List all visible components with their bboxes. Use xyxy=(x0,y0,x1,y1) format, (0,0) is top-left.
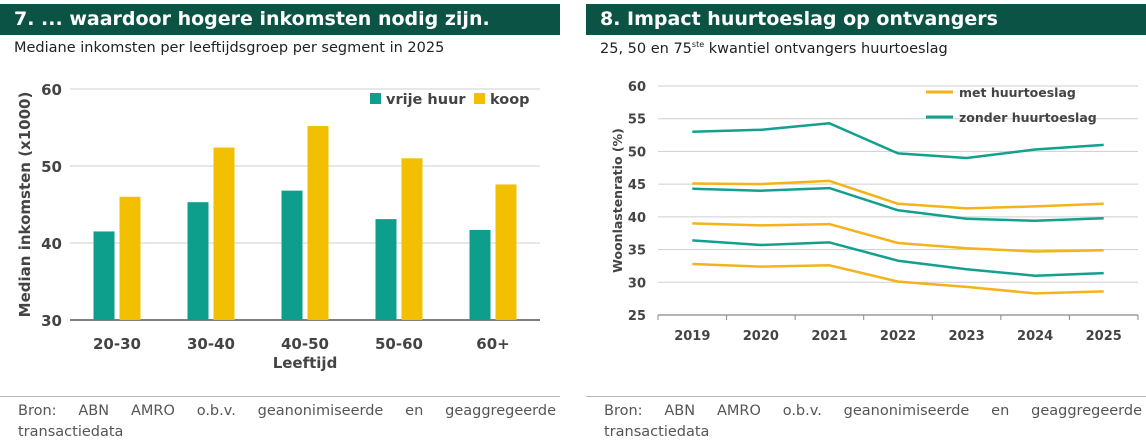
series-line-zonder-huurtoeslag-p50 xyxy=(692,186,1104,223)
x-tick-label: 40-50 xyxy=(281,335,329,353)
subtitle-prefix: 25, 50 en 75 xyxy=(600,41,692,57)
bar-koop-30-40 xyxy=(213,147,235,320)
x-tick-label: 20-30 xyxy=(93,335,141,353)
x-tick-label: 2021 xyxy=(811,329,847,344)
chart-8-subtitle: 25, 50 en 75ste kwantiel ontvangers huur… xyxy=(600,40,948,57)
y-tick-label: 60 xyxy=(41,81,62,99)
y-tick-label: 60 xyxy=(628,80,646,95)
x-tick-label: 2022 xyxy=(880,329,916,344)
bar-vrije-huur-50-60 xyxy=(375,219,397,320)
x-tick-label: 30-40 xyxy=(187,335,235,353)
x-tick-label: 2023 xyxy=(948,329,984,344)
y-tick-label: 40 xyxy=(41,235,62,253)
legend-label: zonder huurtoeslag xyxy=(959,110,1097,125)
y-tick-label: 30 xyxy=(41,312,62,330)
legend-swatch-vrije-huur xyxy=(370,93,381,104)
subtitle-suffix: kwantiel ontvangers huurtoeslag xyxy=(704,41,948,57)
chart-7-subtitle: Mediane inkomsten per leeftijdsgroep per… xyxy=(14,40,445,56)
y-tick-label: 30 xyxy=(628,276,646,291)
y-tick-label: 25 xyxy=(628,309,646,324)
bar-koop-50-60 xyxy=(401,158,423,320)
y-tick-label: 35 xyxy=(628,244,646,259)
y-tick-label: 50 xyxy=(628,145,646,160)
source-note: Bron: ABN AMRO o.b.v. geanonimiseerde en… xyxy=(604,403,1142,440)
series-line-met-huurtoeslag-p50 xyxy=(692,222,1104,253)
bar-vrije-huur-30-40 xyxy=(187,202,209,320)
chart-7-title: 7. ... waardoor hogere inkomsten nodig z… xyxy=(0,4,560,35)
x-tick-label: 2025 xyxy=(1086,329,1122,344)
y-tick-label: 50 xyxy=(41,158,62,176)
subtitle-superscript: ste xyxy=(691,40,705,49)
x-tick-label: 2019 xyxy=(674,329,710,344)
line-chart: 25 30 35 40 45 50 55 60 2019 2020 2021 2022 2023 2024… xyxy=(610,80,1139,344)
x-tick-label: 2024 xyxy=(1017,329,1053,344)
series-line-zonder-huurtoeslag-p75 xyxy=(692,122,1104,160)
bar-vrije-huur-20-30 xyxy=(93,231,115,320)
bar-koop-60+ xyxy=(495,184,517,320)
y-tick-label: 40 xyxy=(628,211,646,226)
y-tick-label: 55 xyxy=(628,113,646,128)
chart-8-title: 8. Impact huurtoeslag op ontvangers xyxy=(586,4,1146,35)
legend-label: vrije huur xyxy=(386,92,466,108)
legend-label: koop xyxy=(490,92,530,108)
divider-line xyxy=(0,396,560,397)
right-panel: 8. Impact huurtoeslag op ontvangers 25, … xyxy=(586,0,1146,445)
y-axis-title: Median inkomsten (x1000) xyxy=(16,92,34,318)
series-line-met-huurtoeslag-p25 xyxy=(692,262,1104,295)
x-tick-label: 60+ xyxy=(476,335,509,353)
legend-label: met huurtoeslag xyxy=(959,85,1076,100)
series-line-met-huurtoeslag-p75 xyxy=(692,179,1104,210)
bar-chart: 30 40 50 60 20-30 30-40 40-50 50-60 60+ Leeftijd M… xyxy=(16,81,540,372)
left-panel: 7. ... waardoor hogere inkomsten nodig z… xyxy=(0,0,560,445)
y-tick-label: 45 xyxy=(628,178,646,193)
bar-koop-40-50 xyxy=(307,125,329,321)
x-tick-label: 50-60 xyxy=(375,335,423,353)
legend-swatch-koop xyxy=(474,93,485,104)
divider-line xyxy=(586,396,1146,397)
bar-koop-20-30 xyxy=(119,196,141,320)
bar-vrije-huur-40-50 xyxy=(281,190,303,320)
x-axis-title: Leeftijd xyxy=(273,354,338,372)
y-axis-title: Woonlastenratio (%) xyxy=(610,128,625,273)
series-line-zonder-huurtoeslag-p25 xyxy=(692,239,1104,277)
x-tick-label: 2020 xyxy=(743,329,779,344)
source-note: Bron: ABN AMRO o.b.v. geanonimiseerde en… xyxy=(18,403,556,440)
bar-vrije-huur-60+ xyxy=(469,229,491,320)
